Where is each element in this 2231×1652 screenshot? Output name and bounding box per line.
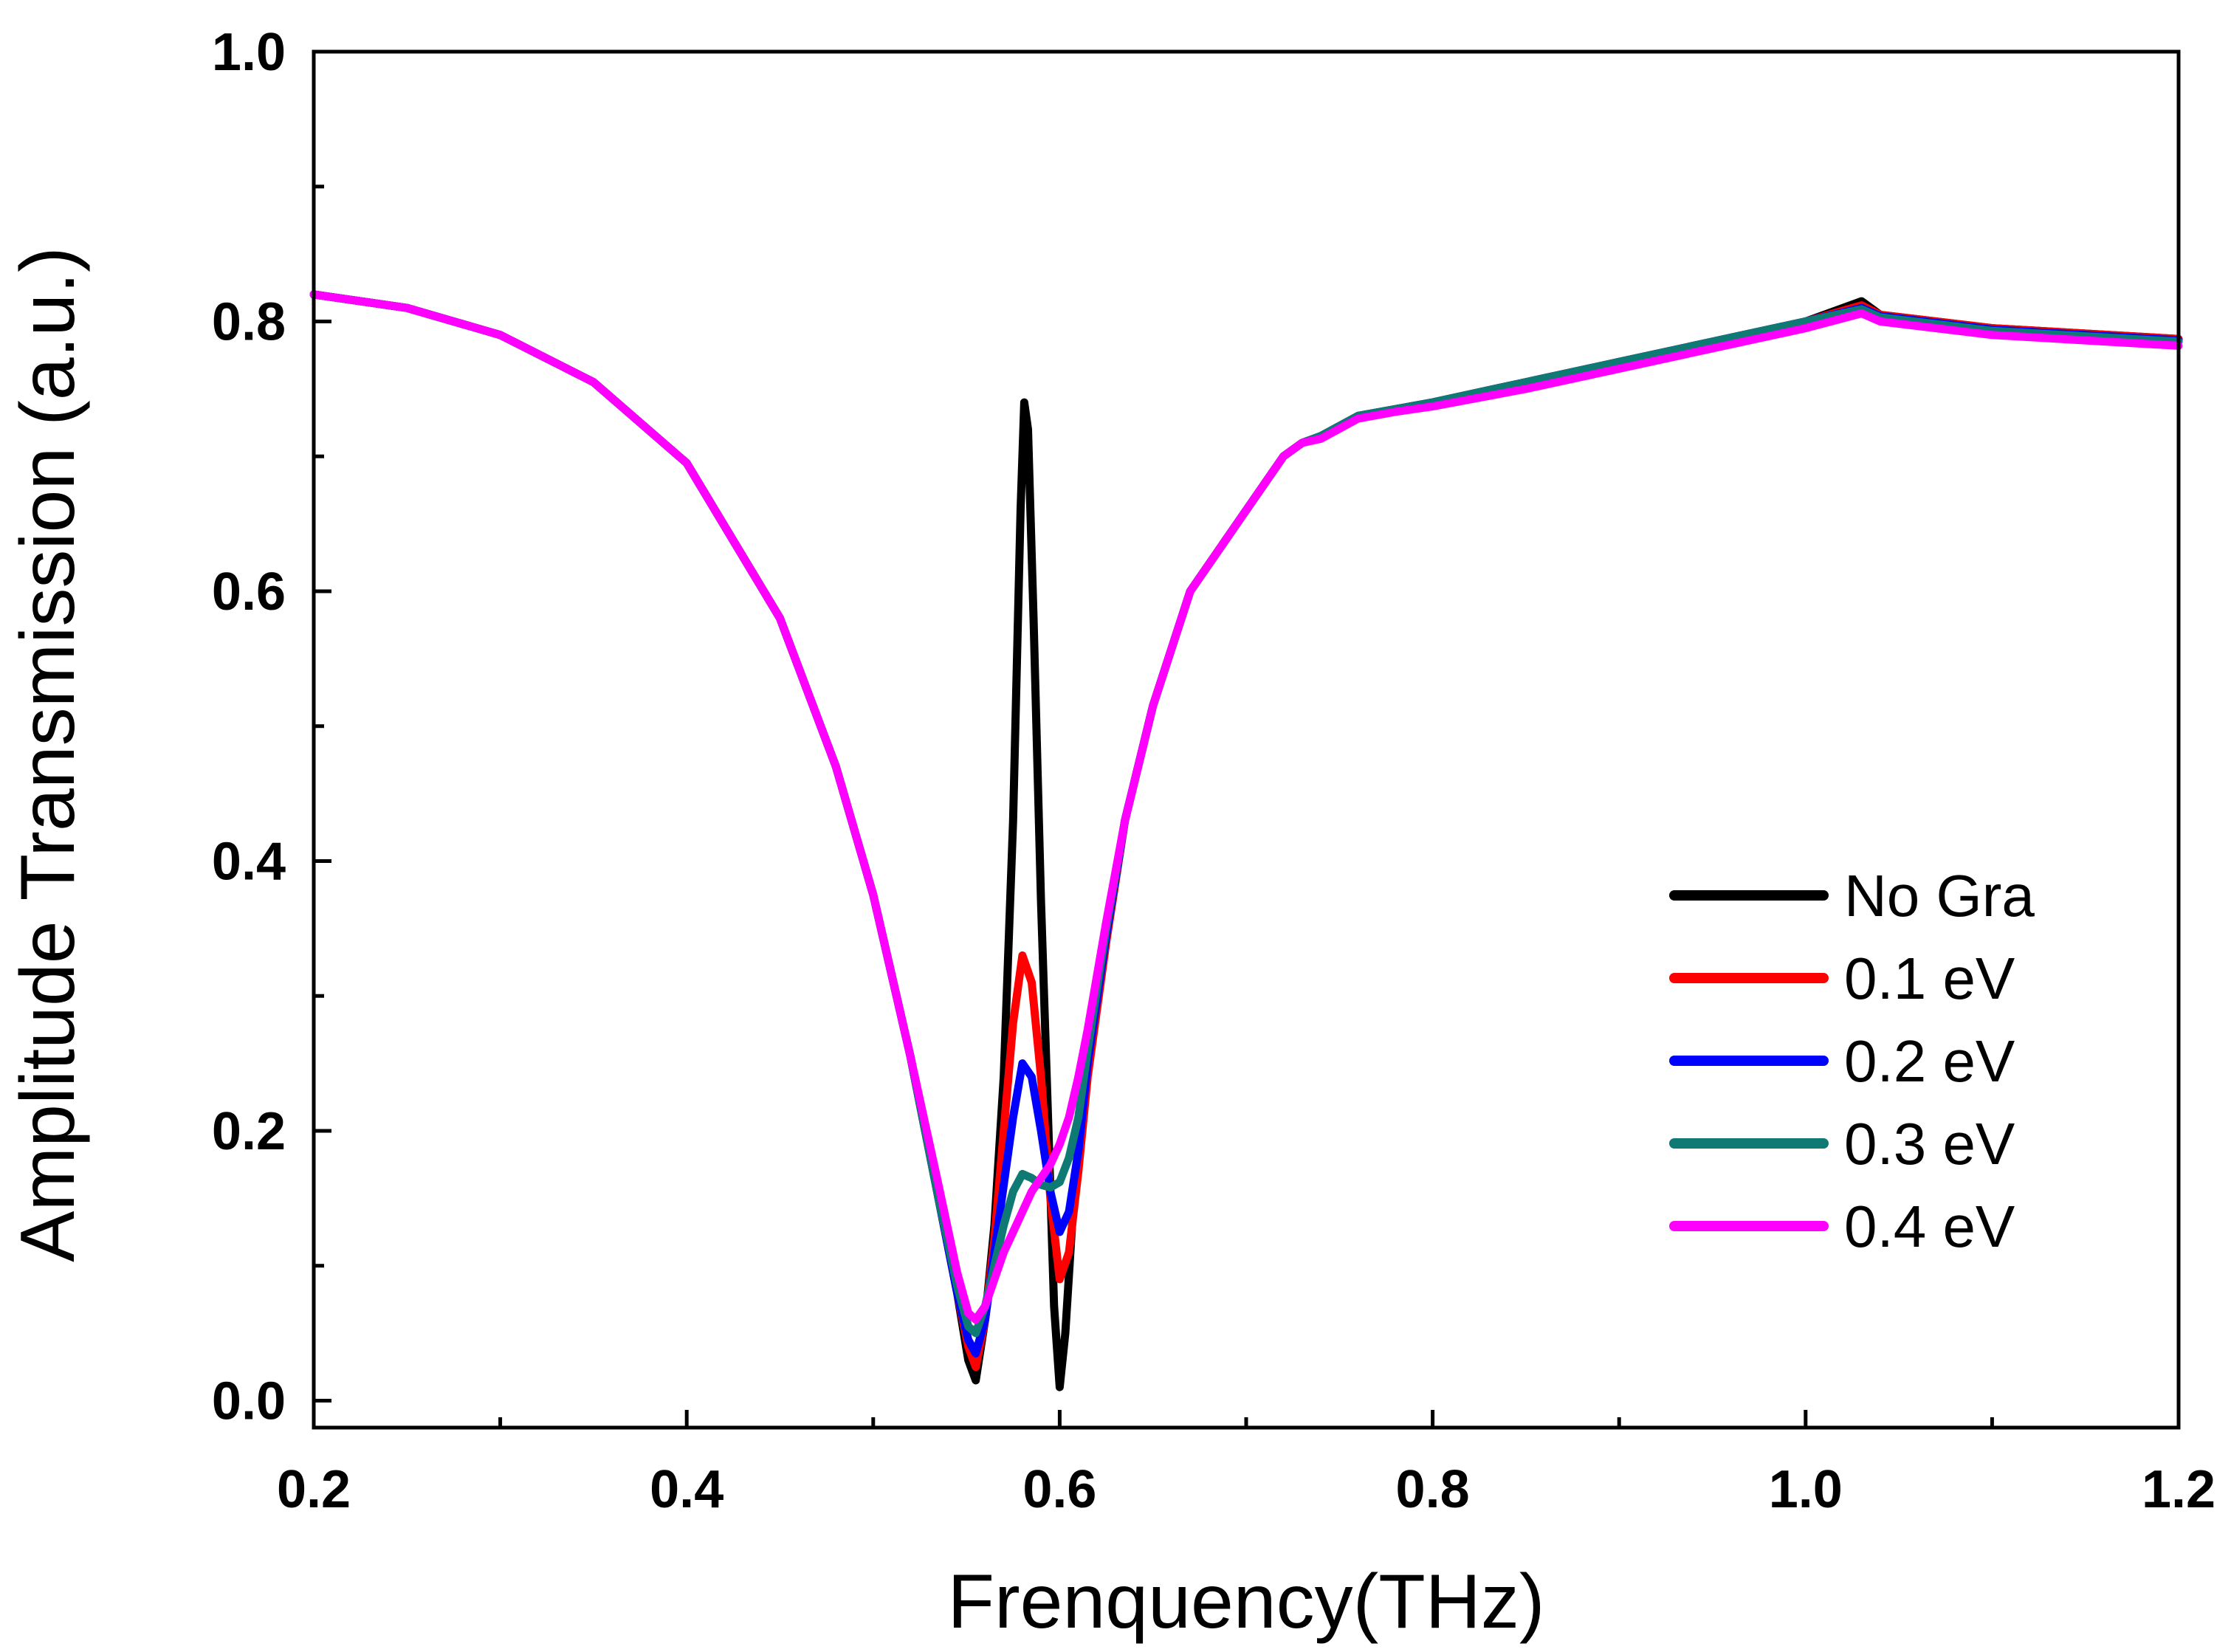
x-axis-title: Frenquency(THz) — [947, 1559, 1544, 1645]
legend-label-0-3-ev: 0.3 eV — [1844, 1111, 2015, 1177]
legend-label-0-4-ev: 0.4 eV — [1844, 1194, 2015, 1259]
y-tick-label: 0.4 — [212, 832, 286, 891]
x-tick-label: 0.4 — [650, 1460, 723, 1519]
plot-area — [309, 290, 2183, 1391]
x-tick-label: 1.0 — [1769, 1460, 1843, 1519]
x-tick-label: 1.2 — [2142, 1460, 2215, 1519]
legend-label-no-gra: No Gra — [1844, 863, 2035, 929]
y-tick-label: 0.0 — [212, 1371, 286, 1431]
x-tick-label: 0.8 — [1396, 1460, 1470, 1519]
y-tick-label: 0.2 — [212, 1102, 286, 1161]
y-tick-label: 0.8 — [212, 292, 286, 351]
legend: No Gra 0.1 eV 0.2 eV 0.3 eV 0.4 eV — [1669, 863, 2035, 1259]
plot-frame — [312, 49, 2181, 1430]
y-tick-label: 1.0 — [212, 23, 286, 82]
x-tick-label: 0.6 — [1022, 1460, 1096, 1519]
legend-label-0-2-ev: 0.2 eV — [1844, 1028, 2015, 1094]
y-axis-title: Amplitude Transmission (a.u.) — [5, 247, 91, 1262]
series-line-0-4-ev — [309, 290, 2183, 1324]
x-tick-label: 0.2 — [277, 1460, 351, 1519]
legend-label-0-1-ev: 0.1 eV — [1844, 946, 2015, 1011]
y-tick-label: 0.6 — [212, 562, 286, 622]
tick-labels: 0.2 0.4 0.6 0.8 1.0 1.2 0.0 0.2 0.4 0.6 0.8 1.0 — [212, 23, 2215, 1519]
